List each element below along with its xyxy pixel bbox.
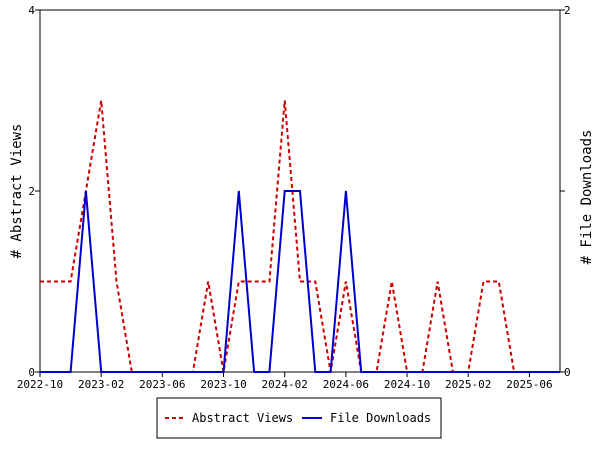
left-tick-label: 4 xyxy=(28,4,35,17)
x-tick-label: 2022-10 xyxy=(17,378,63,391)
x-tick-label: 2024-10 xyxy=(384,378,430,391)
right-tick-label: 0 xyxy=(564,366,571,379)
right-axis-title: # File Downloads xyxy=(579,130,595,265)
x-tick-label: 2024-02 xyxy=(262,378,308,391)
left-axis-ticks: 0 2 4 xyxy=(28,4,40,379)
legend-label-file-downloads: File Downloads xyxy=(330,411,431,425)
x-tick-label: 2023-06 xyxy=(139,378,185,391)
series-layer xyxy=(40,100,560,373)
x-tick-label: 2025-02 xyxy=(445,378,491,391)
left-tick-label: 0 xyxy=(28,366,35,379)
right-tick-label: 2 xyxy=(564,4,571,17)
legend-label-abstract-views: Abstract Views xyxy=(192,411,293,425)
series-line-abstract-views xyxy=(40,100,560,373)
legend-box xyxy=(156,397,442,439)
x-tick-label: 2023-10 xyxy=(200,378,246,391)
right-axis-ticks: 02 xyxy=(560,4,571,379)
left-axis-title: # Abstract Views xyxy=(9,124,25,259)
left-tick-label: 2 xyxy=(28,185,35,198)
x-tick-label: 2024-06 xyxy=(323,378,369,391)
x-axis-ticks: 2022-10 2023-02 2023-06 2023-10 2024-02 2024-… xyxy=(17,372,553,391)
series-line-file-downloads xyxy=(40,190,560,373)
x-tick-label: 2023-02 xyxy=(78,378,124,391)
x-tick-label: 2025-06 xyxy=(506,378,552,391)
legend: Abstract Views File Downloads xyxy=(156,397,442,439)
